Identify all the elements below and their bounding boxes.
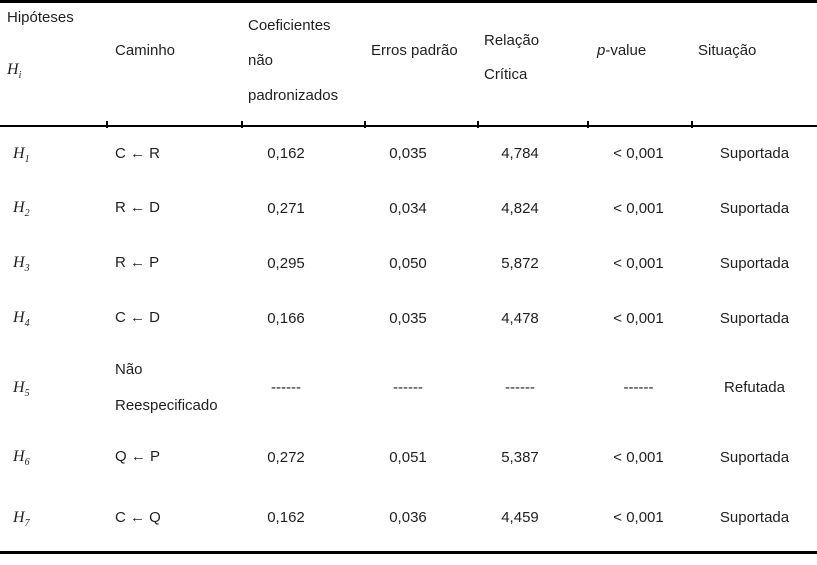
column-divider-tick: [691, 121, 693, 128]
caminho-cell: C ← Q: [115, 508, 161, 526]
situacao-cell: Suportada: [719, 199, 790, 217]
hypothesis-id: H6: [13, 448, 30, 469]
col-header-p-value: p-value: [597, 42, 647, 59]
table-row-h3: H3 R ← P 0,295 0,050 5,872 < 0,001 Supor…: [0, 236, 817, 291]
p-value-cell: < 0,001: [613, 145, 664, 162]
coeficiente-cell: 0,295: [267, 254, 305, 272]
hipoteses-label: Hipóteses: [7, 9, 74, 26]
relacao-critica-cell: 5,387: [501, 448, 539, 466]
header-row: Hipóteses Hi Caminho Coeficientes não pa…: [0, 2, 817, 126]
situacao-cell: Suportada: [719, 309, 790, 327]
erro-padrao-cell: 0,036: [389, 509, 427, 527]
hypothesis-id: H4: [13, 309, 30, 330]
erro-padrao-cell: 0,035: [389, 309, 427, 327]
p-value-cell: < 0,001: [613, 309, 664, 327]
table-row-h6: H6 Q ← P 0,272 0,051 5,387 < 0,001 Supor…: [0, 430, 817, 485]
col-header-hipoteses: Hipóteses Hi: [0, 2, 107, 126]
relacao-critica-cell: 4,784: [501, 145, 539, 162]
hypothesis-id: H5: [13, 378, 30, 399]
situacao-cell: Suportada: [719, 448, 790, 466]
coeficiente-cell: ------: [271, 379, 301, 396]
hypothesis-symbol-header: Hi: [7, 61, 22, 82]
col-header-coeficientes: Coeficientes não padronizados: [248, 17, 339, 104]
hypothesis-id: H2: [13, 199, 30, 220]
p-value-cell: < 0,001: [613, 448, 664, 466]
erro-padrao-cell: 0,050: [389, 254, 427, 272]
p-value-cell: < 0,001: [613, 509, 664, 527]
coeficiente-cell: 0,271: [267, 199, 305, 217]
p-value-cell: < 0,001: [613, 254, 664, 272]
table-row-h2: H2 R ← D 0,271 0,034 4,824 < 0,001 Supor…: [0, 181, 817, 236]
table-row-h5: H5 Não Reespecificado ------ ------ ----…: [0, 346, 817, 430]
table-row-h7: H7 C ← Q 0,162 0,036 4,459 < 0,001 Supor…: [0, 485, 817, 553]
column-divider-tick: [106, 121, 108, 128]
hypothesis-id: H7: [13, 508, 30, 529]
caminho-cell: Q ← P: [115, 448, 161, 465]
col-header-relacao-critica: Relação Crítica: [484, 32, 540, 83]
hypothesis-id: H1: [13, 144, 30, 165]
caminho-cell: C ← D: [115, 309, 160, 326]
coeficiente-cell: 0,162: [267, 145, 305, 162]
coeficiente-cell: 0,166: [267, 309, 305, 327]
relacao-critica-cell: ------: [505, 379, 535, 396]
column-divider-tick: [477, 121, 479, 128]
col-header-erros-padrao: Erros padrão: [371, 42, 458, 59]
situacao-cell: Suportada: [719, 254, 790, 272]
column-divider-tick: [241, 121, 243, 128]
relacao-critica-cell: 4,478: [501, 309, 539, 327]
coeficiente-cell: 0,272: [267, 448, 305, 466]
erro-padrao-cell: 0,035: [389, 145, 427, 162]
p-value-cell: ------: [623, 379, 654, 396]
table-row-h4: H4 C ← D 0,166 0,035 4,478 < 0,001 Supor…: [0, 291, 817, 346]
relacao-critica-cell: 4,824: [501, 199, 539, 217]
caminho-cell: Não Reespecificado: [115, 360, 218, 414]
col-header-situacao: Situação: [698, 42, 757, 59]
p-value-cell: < 0,001: [613, 199, 664, 217]
coeficiente-cell: 0,162: [267, 509, 305, 527]
hypothesis-id: H3: [13, 254, 30, 275]
column-divider-tick: [364, 121, 366, 128]
situacao-cell: Suportada: [719, 145, 790, 162]
erro-padrao-cell: ------: [393, 379, 423, 396]
col-header-caminho: Caminho: [115, 42, 176, 59]
relacao-critica-cell: 5,872: [501, 254, 539, 272]
caminho-cell: C ← R: [115, 144, 160, 162]
caminho-cell: R ← P: [115, 254, 160, 271]
erro-padrao-cell: 0,034: [389, 199, 427, 217]
column-divider-tick: [587, 121, 589, 128]
relacao-critica-cell: 4,459: [501, 509, 539, 527]
situacao-cell: Refutada: [724, 379, 785, 396]
table-row-h1: H1 C ← R 0,162 0,035 4,784 < 0,001 Supor…: [0, 126, 817, 181]
situacao-cell: Suportada: [719, 509, 790, 527]
caminho-cell: R ← D: [115, 199, 160, 216]
erro-padrao-cell: 0,051: [389, 448, 427, 466]
